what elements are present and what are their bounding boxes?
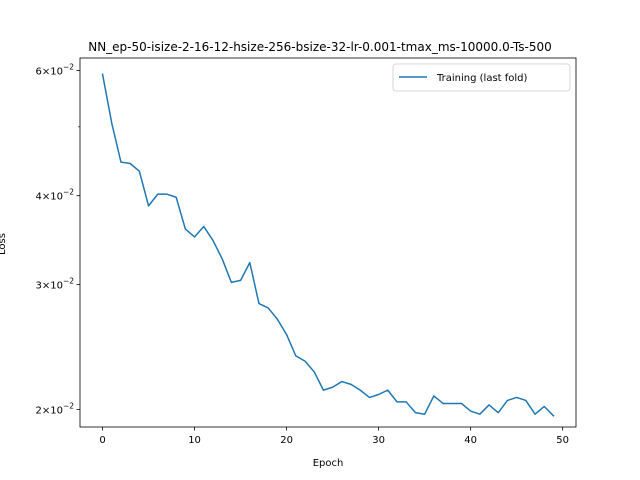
- x-tick-label: 20: [280, 435, 293, 446]
- x-tick-label: 0: [99, 435, 105, 446]
- x-tick-label: 40: [464, 435, 477, 446]
- chart-title: NN_ep-50-isize-2-16-12-hsize-256-bsize-3…: [88, 40, 552, 54]
- legend-box: [392, 63, 571, 92]
- x-tick-label: 50: [556, 435, 569, 446]
- legend-label: Training (last fold): [436, 73, 528, 84]
- series-line: [101, 73, 555, 417]
- y-tick-label: 6×10−2: [35, 63, 74, 78]
- y-tick-label: 2×10−2: [35, 402, 74, 417]
- y-tick-label: 4×10−2: [35, 188, 74, 203]
- x-axis-label: Epoch: [313, 458, 344, 469]
- y-tick-label: 3×10−2: [35, 276, 74, 291]
- x-tick-label: 30: [372, 435, 385, 446]
- plot-area: 0 10 20 30 40 50 2×10−2 3×10−2 4×10−2 6×10−2 Train…: [35, 57, 577, 446]
- x-tick-label: 10: [188, 435, 201, 446]
- y-axis-label: Loss: [0, 233, 8, 255]
- axes-frame: [79, 57, 577, 428]
